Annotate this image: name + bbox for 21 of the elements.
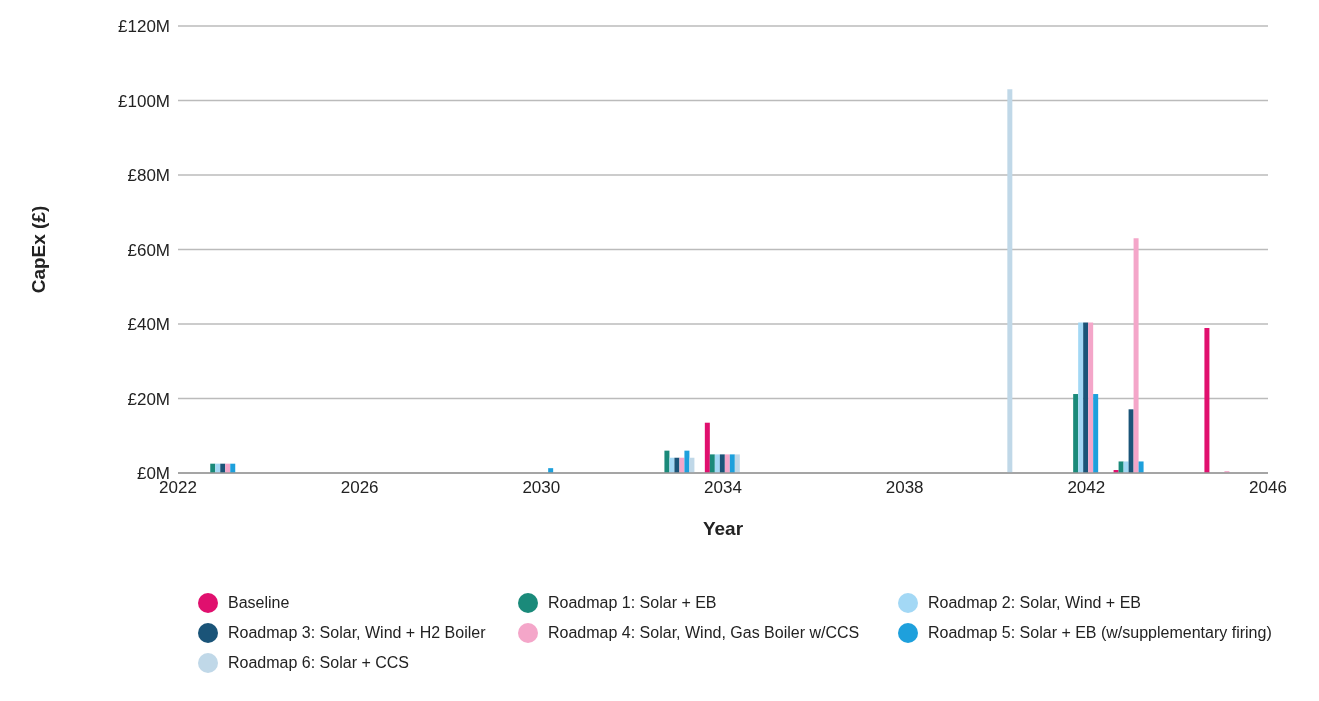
x-tick-label: 2034 (704, 478, 742, 498)
y-tick-label: £100M (118, 91, 170, 111)
x-tick-label: 2042 (1067, 478, 1106, 498)
legend-label: Roadmap 6: Solar + CCS (228, 654, 409, 672)
y-tick-label: £120M (118, 17, 170, 37)
y-tick-label: £40M (127, 315, 170, 335)
y-tick-label: £60M (127, 240, 170, 260)
legend-label: Roadmap 5: Solar + EB (w/supplementary firing) (928, 624, 1272, 642)
legend-label: Roadmap 4: Solar, Wind, Gas Boiler w/CCS (548, 624, 860, 642)
legend-label: Roadmap 1: Solar + EB (548, 594, 717, 612)
x-tick-label: 2026 (340, 478, 379, 498)
x-tick-label: 2038 (885, 478, 924, 498)
x-tick-label: 2030 (522, 478, 561, 498)
legend-label: Baseline (228, 594, 290, 612)
y-tick-label: £20M (127, 389, 170, 409)
y-axis-title: CapEx (£) (27, 205, 49, 294)
legend-label: Roadmap 2: Solar, Wind + EB (928, 594, 1141, 612)
x-axis-title: Year (702, 518, 744, 539)
y-tick-label: £80M (127, 166, 170, 186)
x-tick-label: 2046 (1249, 478, 1287, 498)
legend-label: Roadmap 3: Solar, Wind + H2 Boiler (228, 624, 486, 642)
